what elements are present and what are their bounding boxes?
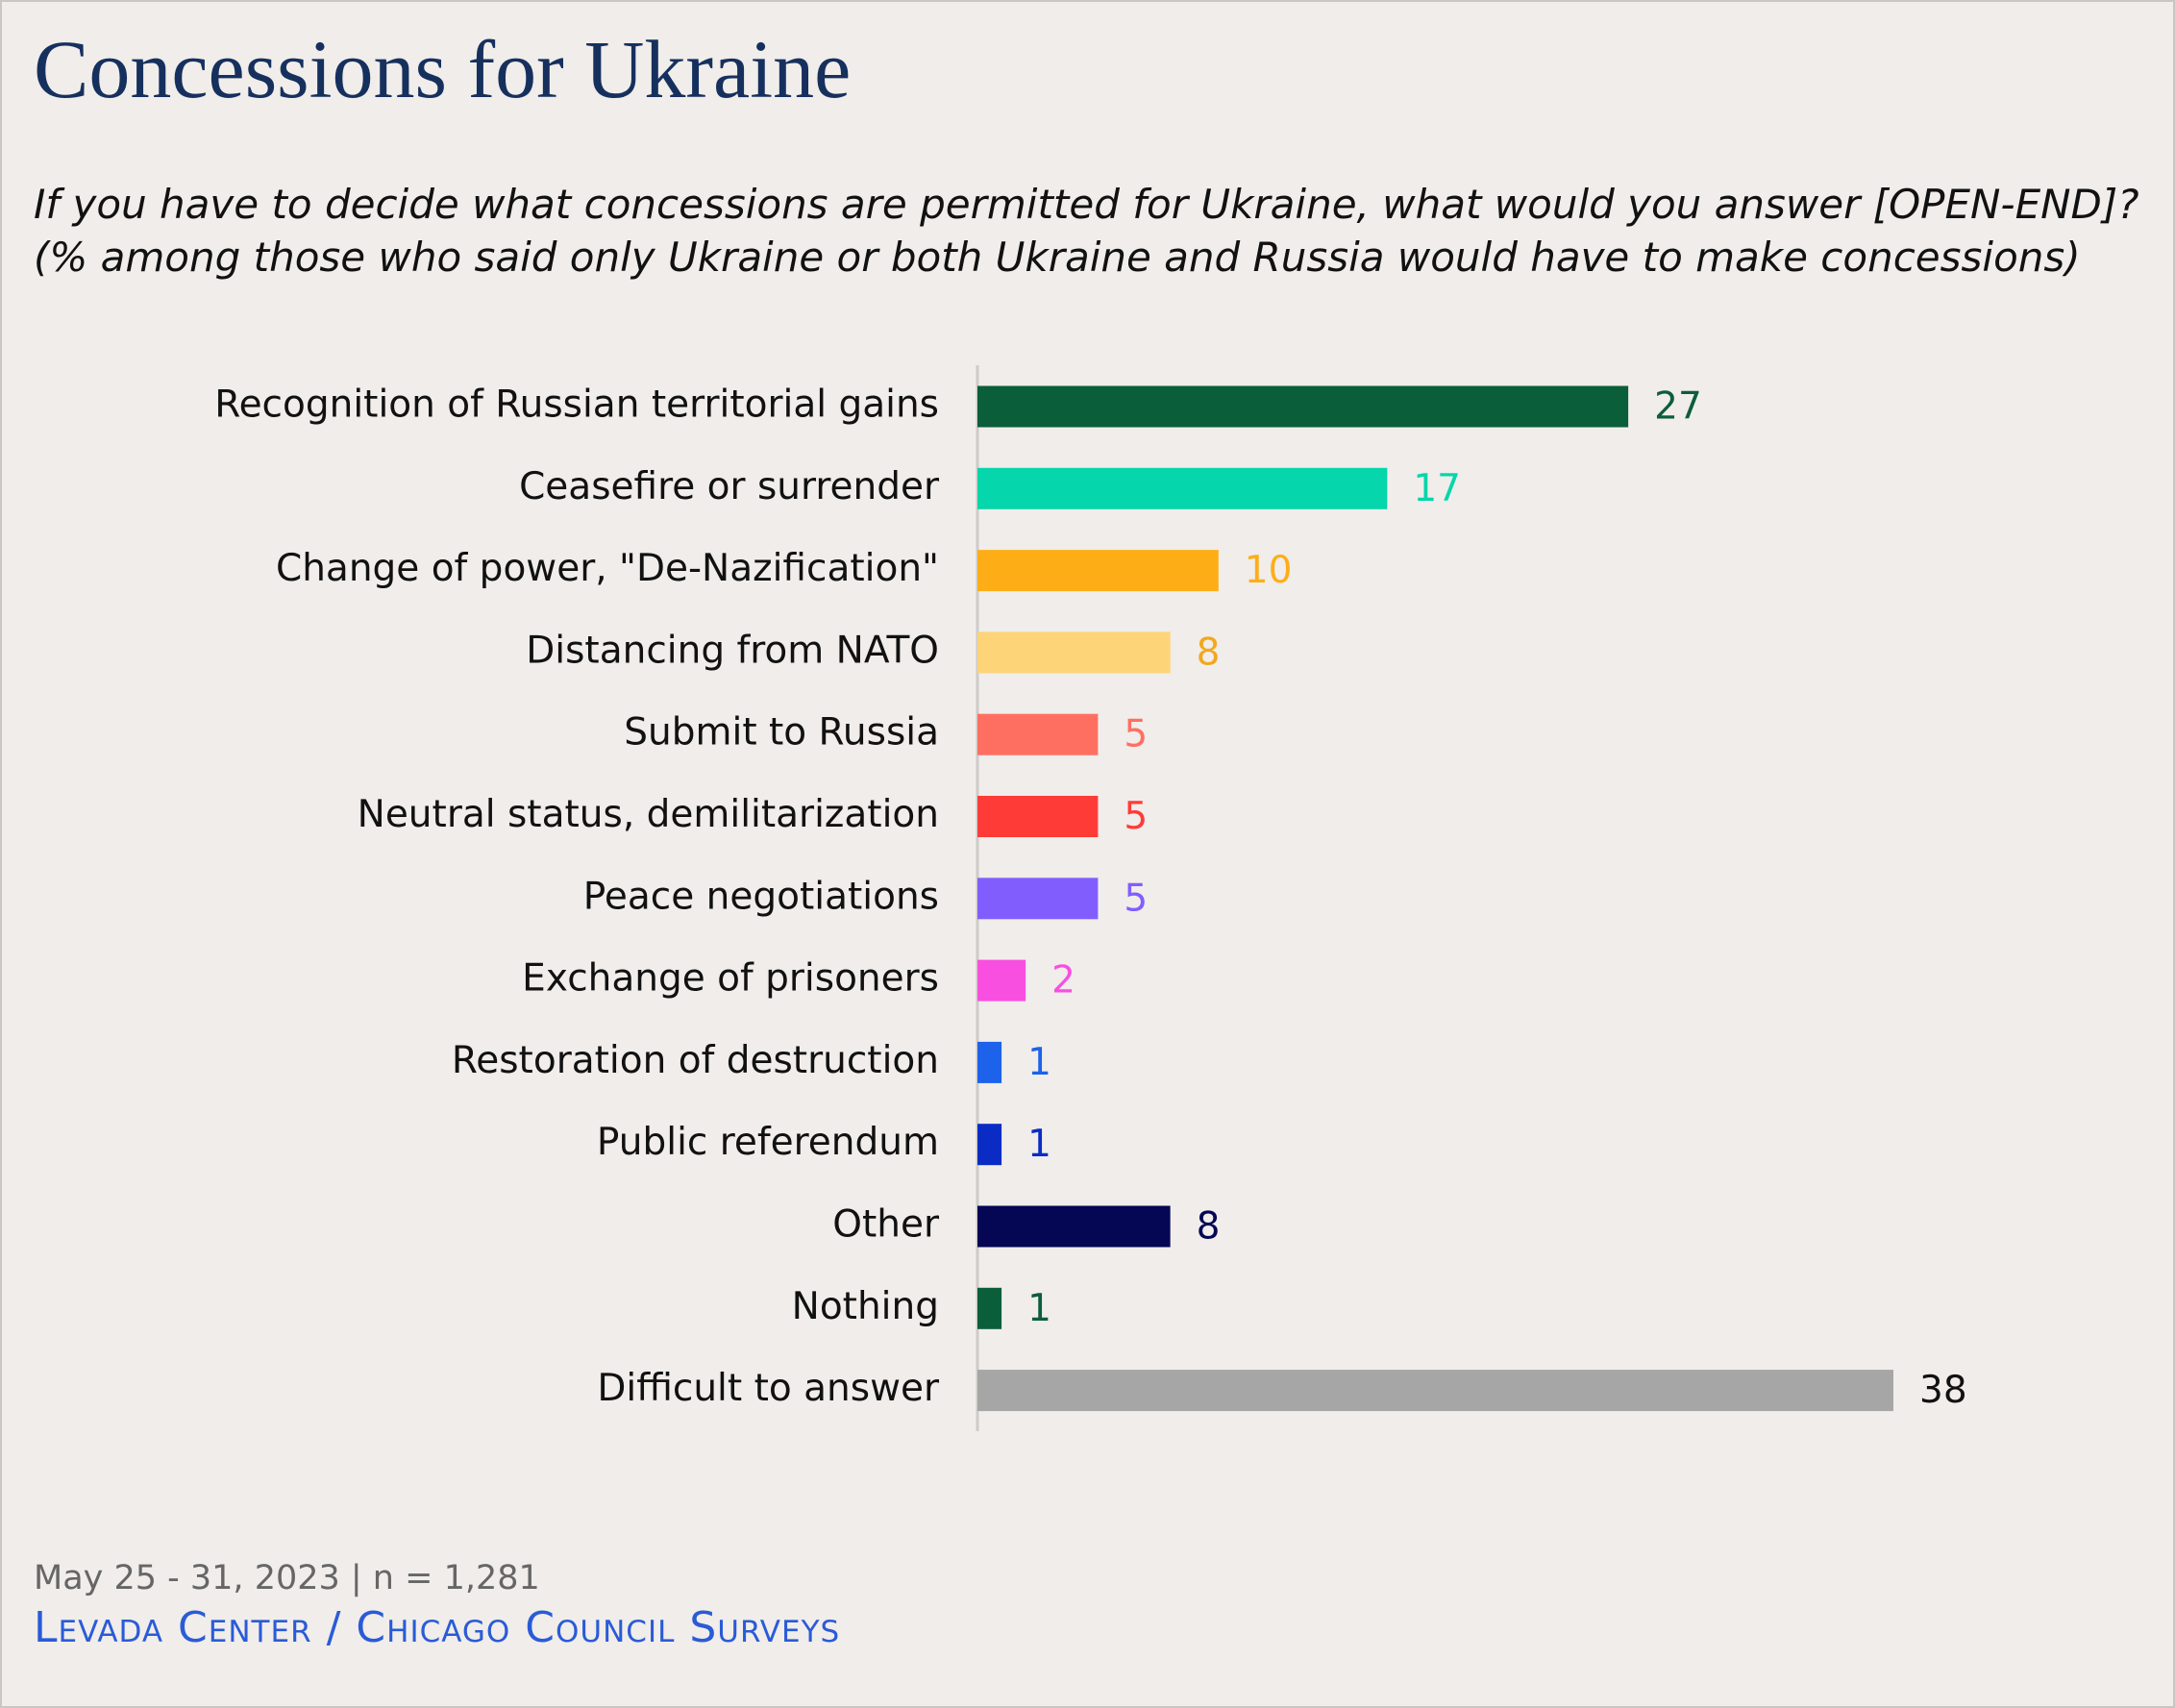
category-label: Submit to Russia [624,711,939,755]
value-label: 27 [1654,385,1702,429]
value-label: 17 [1413,467,1461,510]
value-label: 5 [1124,877,1148,920]
category-label: Ceasefire or surrender [519,465,940,508]
bar [977,713,1099,755]
bar [977,631,1171,674]
category-label: Restoration of destruction [452,1039,939,1082]
bar [977,1287,1002,1329]
value-label: 2 [1051,959,1075,1003]
chart-subtitle: If you have to decide what concessions a… [34,181,2139,281]
category-label: Neutral status, demilitarization [358,793,939,836]
category-label: Recognition of Russian territorial gains [214,384,939,427]
value-label: 1 [1027,1287,1051,1330]
value-label: 1 [1027,1123,1051,1166]
bar [977,550,1219,592]
category-label: Difficult to answer [597,1367,940,1410]
category-label: Nothing [792,1285,939,1328]
value-label: 8 [1197,1205,1221,1249]
source: Levada Center / Chicago Council Surveys [34,1603,841,1652]
bar [977,959,1026,1002]
value-label: 5 [1124,713,1148,756]
category-label: Exchange of prisoners [522,957,939,1001]
note: May 25 - 31, 2023 | n = 1,281 [34,1559,540,1597]
bar [977,467,1388,509]
value-label: 8 [1197,631,1221,674]
category-label: Peace negotiations [583,875,939,918]
category-label: Distancing from NATO [526,629,939,672]
bar [977,385,1629,428]
bar [977,1205,1171,1248]
value-label: 1 [1027,1041,1051,1084]
bar [977,1124,1002,1166]
chart-title: Concessions for Ukraine [34,23,852,115]
bar [977,796,1099,837]
category-label: Change of power, "De-Nazification" [276,547,939,590]
bar [977,878,1099,920]
bar [977,1370,1893,1412]
category-label: Other [832,1203,940,1247]
category-label: Public referendum [597,1121,939,1164]
value-label: 5 [1124,795,1148,838]
value-label: 38 [1919,1369,1967,1412]
bar [977,1041,1002,1083]
value-label: 10 [1245,549,1293,592]
